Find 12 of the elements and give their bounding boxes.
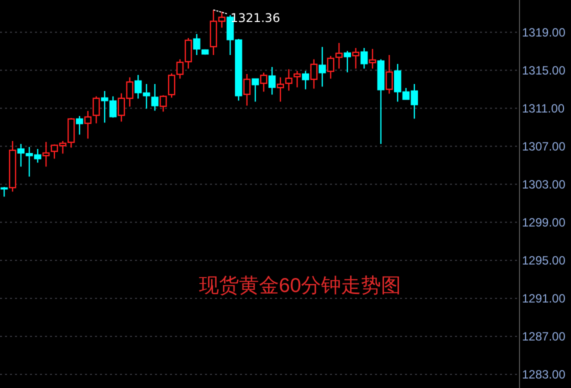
- y-tick-label: 1283.00: [522, 367, 566, 382]
- y-tick-label: 1291.00: [522, 291, 566, 306]
- y-tick-label: 1319.00: [522, 25, 566, 40]
- y-tick-label: 1307.00: [522, 139, 566, 154]
- annotation: 1321.36: [230, 10, 280, 25]
- y-tick-label: 1295.00: [522, 253, 566, 268]
- y-tick-label: 1303.00: [522, 177, 566, 192]
- y-tick-label: 1299.00: [522, 215, 566, 230]
- text: 现货黄金60分钟走势图: [198, 275, 402, 297]
- y-tick-label: 1315.00: [522, 63, 566, 78]
- y-tick-label: 1311.00: [522, 101, 565, 116]
- y-tick-label: 1287.00: [522, 329, 566, 344]
